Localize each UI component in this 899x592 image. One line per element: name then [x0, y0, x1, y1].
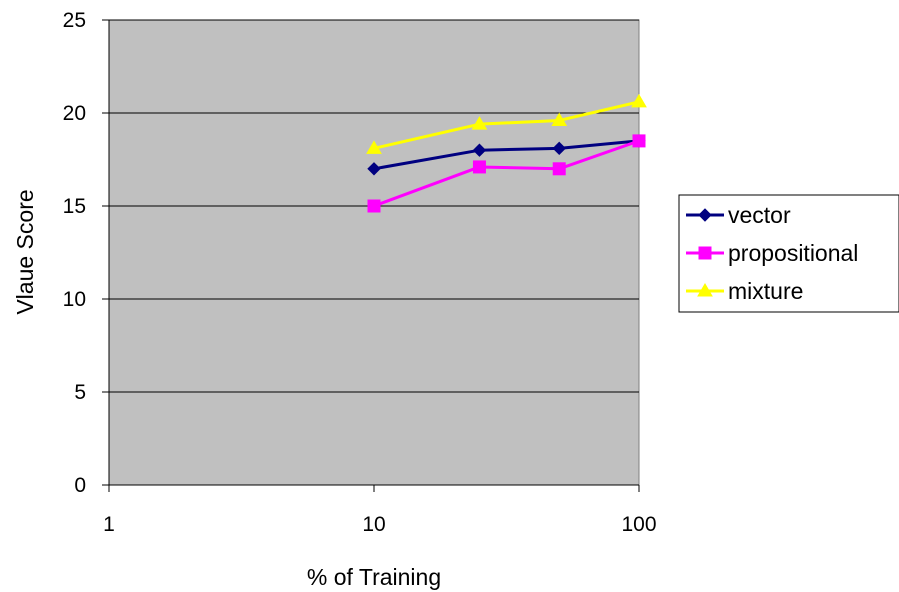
y-tick-label-25: 25: [63, 9, 86, 32]
axes: [102, 19, 640, 492]
y-axis-title: Vlaue Score: [12, 189, 38, 314]
x-tick-label-100: 100: [621, 513, 656, 536]
legend-item-mixture: mixture: [686, 278, 803, 304]
point-propositional-1: [472, 160, 486, 174]
x-axis-title: % of Training: [307, 564, 441, 590]
series-layer: [366, 93, 647, 213]
y-tick-label-15: 15: [63, 195, 86, 218]
point-mixture-3: [631, 93, 647, 108]
legend-item-vector: vector: [686, 202, 791, 228]
x-tick-label-10: 10: [362, 513, 385, 536]
legend: vector propositional mixture: [678, 194, 899, 313]
point-mixture-1: [471, 116, 488, 130]
point-vector-2: [552, 141, 566, 156]
x-tick-label-1: 1: [103, 513, 115, 536]
y-tick-label-20: 20: [63, 102, 86, 125]
series-propositional: [367, 134, 646, 213]
point-propositional-2: [552, 162, 566, 176]
series-line-vector: [373, 139, 640, 171]
legend-marker-propositional: [698, 246, 712, 260]
legend-marker-vector: [698, 208, 712, 222]
legend-label-vector: vector: [728, 202, 791, 228]
series-line-mixture: [373, 100, 640, 150]
point-mixture-0: [366, 140, 382, 154]
point-propositional-3: [632, 134, 646, 148]
point-propositional-0: [367, 199, 381, 213]
y-tick-label-10: 10: [63, 288, 86, 311]
legend-label-mixture: mixture: [728, 278, 803, 304]
legend-item-propositional: propositional: [686, 240, 858, 266]
point-mixture-2: [551, 112, 568, 126]
plot-area: [108, 19, 640, 486]
point-vector-1: [472, 143, 487, 157]
series-line-propositional: [373, 139, 640, 208]
point-vector-0: [367, 162, 381, 176]
series-mixture: [366, 93, 647, 154]
legend-label-propositional: propositional: [728, 240, 858, 266]
y-tick-label-5: 5: [74, 381, 86, 404]
x-tick-labels: 1 10 100: [103, 513, 656, 536]
legend-marker-mixture: [697, 283, 713, 297]
y-tick-labels: 0 5 10 15 20 25: [63, 9, 86, 497]
y-tick-label-0: 0: [74, 474, 86, 497]
